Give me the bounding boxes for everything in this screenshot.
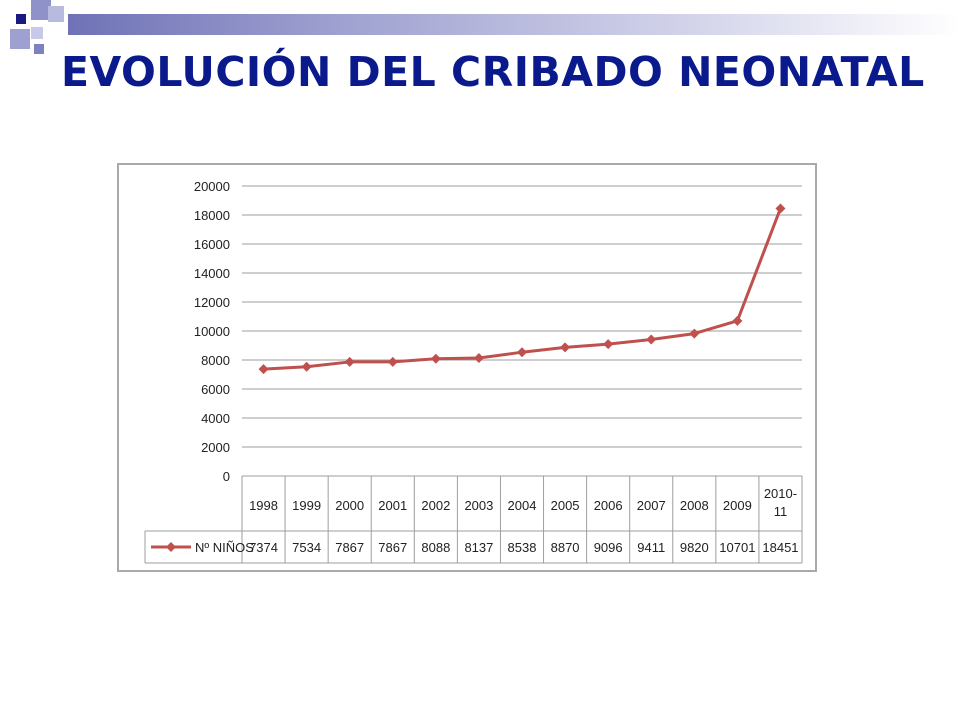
x-tick-label: 2001 <box>378 498 407 513</box>
y-tick-label: 10000 <box>194 324 230 339</box>
data-table-value: 8870 <box>551 540 580 555</box>
decor-square-light <box>10 29 30 49</box>
x-tick-label: 2006 <box>594 498 623 513</box>
x-tick-label: 2009 <box>723 498 752 513</box>
data-table-value: 9820 <box>680 540 709 555</box>
data-point <box>258 364 269 375</box>
x-tick-label: 2005 <box>551 498 580 513</box>
data-point <box>301 361 312 372</box>
y-tick-label: 6000 <box>201 382 230 397</box>
data-point <box>775 203 786 214</box>
y-tick-label: 20000 <box>194 179 230 194</box>
x-tick-label: 1998 <box>249 498 278 513</box>
x-tick-label: 2008 <box>680 498 709 513</box>
y-tick-label: 18000 <box>194 208 230 223</box>
data-table-value: 7867 <box>335 540 364 555</box>
data-point <box>387 356 398 367</box>
data-point <box>689 328 700 339</box>
y-tick-label: 2000 <box>201 440 230 455</box>
data-table-value: 10701 <box>719 540 755 555</box>
y-tick-label: 12000 <box>194 295 230 310</box>
data-point <box>430 353 441 364</box>
legend-marker <box>166 542 176 552</box>
data-table-value: 9411 <box>637 540 665 555</box>
line-chart: 0 2000 4000 6000 8000 10000 12000 14000 16000 180… <box>144 179 803 564</box>
decor-square-light <box>34 44 44 54</box>
x-tick-label: 2003 <box>464 498 493 513</box>
data-point <box>603 339 614 350</box>
y-tick-label: 4000 <box>201 411 230 426</box>
data-table-value: 8538 <box>508 540 537 555</box>
data-table-value: 7867 <box>378 540 407 555</box>
data-table-value: 7374 <box>249 540 278 555</box>
y-tick-label: 16000 <box>194 237 230 252</box>
decor-square-light <box>48 6 64 22</box>
x-tick-label: 2002 <box>421 498 450 513</box>
data-table-value: 8088 <box>421 540 450 555</box>
chart-frame: 0 2000 4000 6000 8000 10000 12000 14000 16000 180… <box>117 163 817 572</box>
x-tick-label: 1999 <box>292 498 321 513</box>
data-point <box>517 347 527 358</box>
x-tick-label: 2007 <box>637 498 666 513</box>
data-table-value: 18451 <box>762 540 798 555</box>
decor-square-light <box>31 0 51 20</box>
data-table-value: 8137 <box>464 540 493 555</box>
data-point <box>560 342 571 353</box>
decor-square-light <box>31 27 43 39</box>
y-tick-label: 14000 <box>194 266 230 281</box>
data-point <box>732 315 743 326</box>
slide-title: EVOLUCIÓN DEL CRIBADO NEONATAL <box>61 48 925 96</box>
x-tick-label: 2010-11 <box>764 486 797 519</box>
header-gradient-bar <box>68 14 960 35</box>
decor-square-dark <box>16 14 26 24</box>
series-line <box>263 207 782 371</box>
data-table-value: 7534 <box>292 540 321 555</box>
x-tick-label: 2000 <box>335 498 364 513</box>
y-tick-label: 8000 <box>201 353 230 368</box>
x-tick-label: 2004 <box>508 498 537 513</box>
data-table-value: 9096 <box>594 540 623 555</box>
data-point <box>344 356 355 367</box>
data-point <box>646 334 657 345</box>
data-point <box>473 353 484 364</box>
legend-label: Nº NIÑOS <box>195 540 254 555</box>
y-tick-label: 0 <box>223 469 230 484</box>
